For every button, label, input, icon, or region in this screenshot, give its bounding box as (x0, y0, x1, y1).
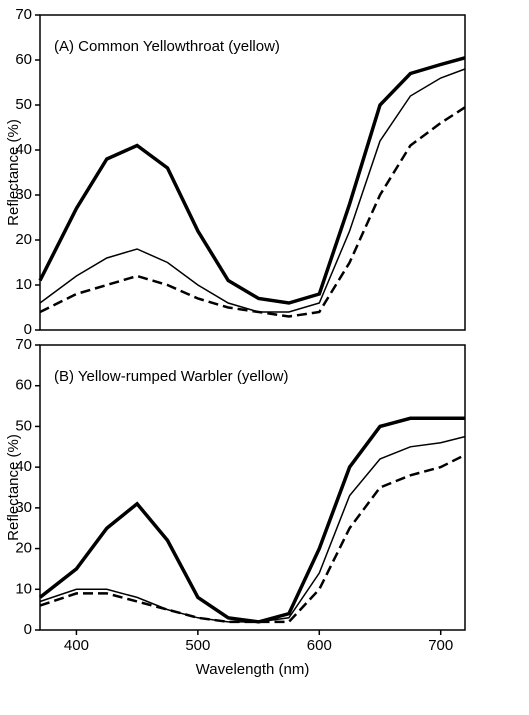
y-tick-label: 0 (24, 621, 32, 638)
y-tick-label: 30 (15, 499, 32, 516)
y-tick-label: 0 (24, 321, 32, 338)
series-line (39, 435, 466, 623)
y-tick-label: 50 (15, 96, 32, 113)
y-axis-label: Reflectance (%) (5, 119, 22, 226)
x-tick-label: 500 (185, 637, 210, 654)
y-tick-label: 20 (15, 231, 32, 248)
y-tick-label: 60 (15, 51, 32, 68)
y-tick-label: 60 (15, 377, 32, 394)
series-line (39, 453, 466, 624)
chart-title: (B) Yellow-rumped Warbler (yellow) (54, 368, 289, 385)
x-axis-label: Wavelength (nm) (196, 661, 310, 678)
y-tick-label: 70 (15, 6, 32, 23)
x-tick-label: 700 (428, 637, 453, 654)
chart-title: (A) Common Yellowthroat (yellow) (54, 38, 280, 55)
y-tick-label: 50 (15, 417, 32, 434)
y-tick-label: 10 (15, 276, 32, 293)
y-tick-label: 20 (15, 540, 32, 557)
series-line (38, 416, 465, 624)
y-tick-label: 40 (15, 458, 32, 475)
y-tick-label: 10 (15, 580, 32, 597)
y-tick-label: 30 (15, 186, 32, 203)
y-axis-label: Reflectance (%) (5, 434, 22, 541)
x-tick-label: 400 (64, 637, 89, 654)
series-line (39, 68, 466, 313)
y-tick-label: 40 (15, 141, 32, 158)
y-tick-label: 70 (15, 336, 32, 353)
plot-frame (39, 344, 466, 631)
x-tick-label: 600 (307, 637, 332, 654)
plot-frame (39, 14, 466, 331)
series-line (39, 106, 466, 318)
series-line (38, 56, 466, 305)
